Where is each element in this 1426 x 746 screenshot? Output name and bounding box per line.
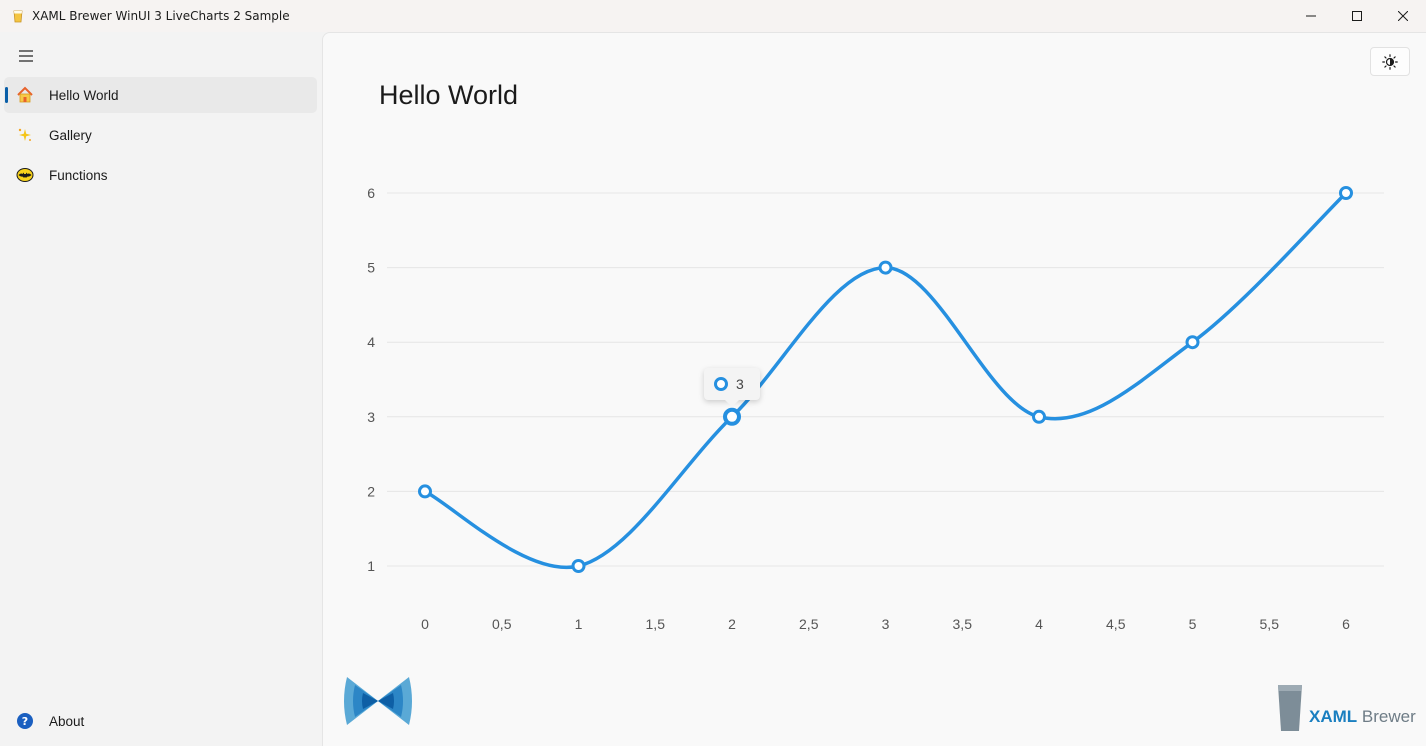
series-points (418, 186, 1353, 573)
beer-glass-icon (10, 8, 26, 24)
nav-item-about[interactable]: ? About (4, 703, 317, 739)
x-tick-label: 3,5 (953, 616, 973, 632)
minimize-button[interactable] (1288, 0, 1334, 32)
menu-toggle-button[interactable] (8, 40, 44, 72)
x-tick-label: 2,5 (799, 616, 819, 632)
navigation-pane: Hello World Gallery Functions ? A (0, 32, 322, 746)
close-button[interactable] (1380, 0, 1426, 32)
sparkle-icon (16, 126, 34, 144)
chart-tooltip: 3 (704, 368, 760, 407)
chart-grid (387, 192, 1384, 567)
logo-text-strong: XAML (1309, 707, 1358, 726)
x-tick-label: 4 (1035, 616, 1043, 632)
nav-item-label: Functions (49, 167, 108, 183)
window-title: XAML Brewer WinUI 3 LiveCharts 2 Sample (32, 9, 290, 23)
x-axis-ticks: 0 0,5 1 1,5 2 2,5 3 3,5 4 4,5 5 5,5 6 (421, 616, 1350, 632)
x-tick-label: 1,5 (646, 616, 666, 632)
page-title: Hello World (379, 80, 519, 110)
data-point[interactable] (1032, 409, 1046, 424)
nav-item-hello-world[interactable]: Hello World (4, 77, 317, 113)
close-icon (1398, 11, 1408, 21)
help-icon: ? (16, 712, 34, 730)
y-tick-label: 4 (367, 334, 375, 350)
data-point[interactable] (1185, 335, 1200, 350)
nav-item-label: Gallery (49, 127, 92, 143)
maximize-button[interactable] (1334, 0, 1380, 32)
y-tick-label: 2 (367, 483, 375, 499)
y-tick-label: 6 (367, 185, 375, 201)
data-point[interactable] (723, 407, 741, 426)
svg-text:?: ? (22, 715, 28, 728)
data-point[interactable] (1339, 186, 1353, 200)
y-tick-label: 1 (367, 558, 375, 574)
data-point[interactable] (571, 559, 586, 573)
x-tick-label: 3 (882, 616, 890, 632)
tooltip-value: 3 (736, 376, 744, 392)
nav-item-gallery[interactable]: Gallery (4, 117, 317, 153)
nav-item-label: Hello World (49, 87, 119, 103)
x-tick-label: 0,5 (492, 616, 512, 632)
tooltip-marker (714, 377, 728, 391)
y-axis-ticks: 1 2 3 4 5 6 (367, 185, 375, 574)
tooltip-arrow (725, 400, 739, 407)
beer-glass-icon (1278, 685, 1302, 731)
data-point[interactable] (418, 484, 432, 499)
winui-logo (341, 675, 415, 731)
line-chart[interactable]: 1 2 3 4 5 6 0 0,5 1 1,5 2 2,5 3 3,5 4 4,5 5 5,5 6 (323, 33, 1426, 653)
nav-item-functions[interactable]: Functions (4, 157, 317, 193)
minimize-icon (1306, 15, 1316, 17)
maximize-icon (1352, 11, 1362, 21)
selection-indicator (5, 87, 8, 103)
brightness-icon (1382, 53, 1398, 70)
x-tick-label: 5,5 (1260, 616, 1280, 632)
logo-text-light: Brewer (1361, 707, 1416, 726)
y-tick-label: 5 (367, 260, 375, 276)
theme-toggle-button[interactable] (1370, 47, 1410, 76)
x-tick-label: 2 (728, 616, 736, 632)
series-line (423, 191, 1348, 570)
bat-icon (16, 166, 34, 184)
window-controls (1288, 0, 1426, 32)
title-bar: XAML Brewer WinUI 3 LiveCharts 2 Sample (0, 0, 1426, 32)
x-tick-label: 1 (575, 616, 583, 632)
nav-item-label: About (49, 713, 85, 729)
home-icon (16, 86, 34, 104)
content-area: Hello World 1 2 3 4 5 6 0 0,5 1 1,5 2 2,5 3 3,5 4 4,5 5… (322, 32, 1426, 746)
y-tick-label: 3 (367, 409, 375, 425)
data-point[interactable] (878, 260, 893, 275)
hamburger-icon (19, 50, 33, 62)
x-tick-label: 5 (1189, 616, 1197, 632)
x-tick-label: 4,5 (1106, 616, 1126, 632)
x-tick-label: 6 (1342, 616, 1350, 632)
logo-text: XAML Brewer (1309, 707, 1416, 727)
xaml-brewer-logo: XAML Brewer (1277, 683, 1416, 733)
x-tick-label: 0 (421, 616, 429, 632)
